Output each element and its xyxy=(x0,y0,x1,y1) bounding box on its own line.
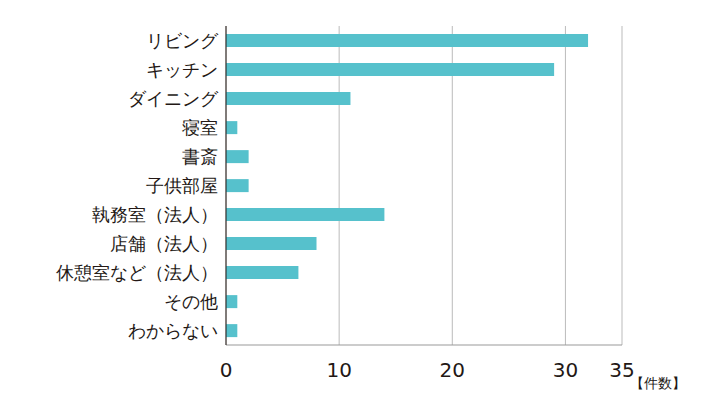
svg-text:リビング: リビング xyxy=(146,30,219,51)
svg-text:キッチン: キッチン xyxy=(146,59,218,80)
svg-text:店舗（法人）: 店舗（法人） xyxy=(110,233,218,254)
svg-text:ダイニング: ダイニング xyxy=(128,88,219,109)
svg-text:【件数】: 【件数】 xyxy=(630,375,686,391)
svg-text:35: 35 xyxy=(609,358,635,383)
svg-text:20: 20 xyxy=(440,358,465,382)
svg-text:書斎: 書斎 xyxy=(182,146,218,167)
svg-text:10: 10 xyxy=(326,358,351,382)
svg-text:執務室（法人）: 執務室（法人） xyxy=(92,204,218,225)
svg-text:30: 30 xyxy=(553,358,578,382)
svg-text:子供部屋: 子供部屋 xyxy=(146,175,218,196)
svg-text:0: 0 xyxy=(220,358,233,382)
svg-text:休憩室など（法人）: 休憩室など（法人） xyxy=(56,262,218,283)
svg-text:寝室: 寝室 xyxy=(182,117,218,138)
svg-text:わからない: わからない xyxy=(128,320,218,341)
svg-text:その他: その他 xyxy=(164,291,218,312)
